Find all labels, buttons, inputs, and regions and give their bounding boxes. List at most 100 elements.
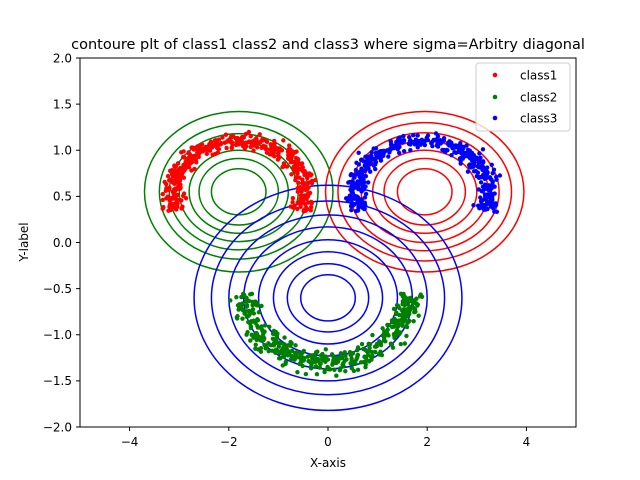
scatter-point	[341, 364, 346, 369]
scatter-point	[408, 140, 413, 146]
scatter-point	[404, 333, 409, 339]
scatter-point	[183, 195, 189, 201]
scatter-point	[362, 195, 368, 200]
scatter-point	[355, 184, 361, 190]
scatter-point	[295, 200, 300, 206]
scatter-point	[473, 168, 479, 174]
scatter-point	[350, 195, 355, 200]
scatter-point	[359, 166, 364, 171]
scatter-point	[295, 206, 300, 212]
scatter-point	[334, 373, 339, 378]
scatter-point	[492, 184, 497, 189]
scatter-point	[228, 298, 233, 303]
scatter-point	[262, 323, 268, 328]
scatter-point	[378, 342, 384, 348]
scatter-point	[385, 327, 390, 333]
scatter-point	[289, 172, 294, 177]
scatter-point	[398, 291, 404, 296]
scatter-point	[256, 310, 262, 315]
scatter-point	[275, 157, 281, 162]
y-axis-label: Y-label	[17, 222, 31, 262]
scatter-point	[174, 204, 180, 210]
contour-line	[337, 121, 513, 262]
scatter-point	[450, 144, 455, 150]
scatter-point	[361, 359, 367, 365]
scatter-point	[290, 200, 295, 205]
scatter-point	[361, 187, 367, 192]
scatter-point	[477, 151, 482, 156]
scatter-point	[246, 313, 251, 319]
scatter-point	[176, 175, 181, 181]
legend-label-class3: class3	[520, 112, 557, 126]
scatter-point	[483, 173, 488, 178]
scatter-point	[212, 138, 218, 143]
scatter-point	[407, 304, 412, 309]
scatter-point	[393, 311, 399, 317]
scatter-point	[478, 180, 484, 185]
scatter-point	[208, 139, 214, 144]
scatter-point	[459, 151, 464, 156]
scatter-point	[354, 194, 359, 200]
scatter-point	[468, 165, 474, 170]
scatter-point	[362, 354, 367, 359]
legend-label-class2: class2	[520, 91, 557, 105]
y-tick-label: −2.0	[43, 420, 72, 434]
scatter-point	[294, 349, 300, 355]
scatter-point	[300, 177, 305, 182]
scatter-point	[493, 174, 499, 180]
scatter-point	[386, 323, 392, 328]
scatter-point	[489, 162, 494, 168]
scatter-point	[276, 149, 281, 155]
chart-title: contoure plt of class1 class2 and class3…	[71, 37, 585, 53]
scatter-point	[394, 327, 400, 333]
scatter-point	[178, 165, 183, 171]
scatter-point	[401, 307, 407, 312]
scatter-point	[298, 193, 304, 198]
scatter-point	[317, 361, 323, 366]
scatter-point	[359, 341, 365, 347]
scatter-point	[363, 173, 369, 179]
scatter-point	[295, 369, 300, 375]
scatter-point	[250, 302, 255, 308]
scatter-point	[288, 339, 293, 345]
scatter-point	[254, 139, 260, 144]
scatter-point	[411, 318, 416, 324]
scatter-point	[370, 353, 375, 358]
y-tick-label: 1.5	[53, 97, 72, 111]
scatter-point	[176, 184, 181, 189]
scatter-point	[301, 199, 306, 205]
contour-line	[257, 238, 399, 357]
x-tick-label: 2	[423, 435, 431, 449]
scatter-point	[325, 357, 331, 362]
scatter-point	[408, 298, 414, 304]
scatter-point	[444, 147, 449, 153]
scatter-point	[297, 361, 302, 367]
scatter-point	[246, 139, 251, 145]
scatter-point	[317, 365, 323, 370]
scatter-point	[356, 162, 362, 167]
scatter-point	[366, 180, 371, 185]
contour-line	[188, 149, 290, 235]
scatter-point	[268, 343, 274, 348]
scatter-point	[349, 207, 354, 213]
scatter-point	[395, 147, 400, 152]
scatter-point	[266, 348, 271, 354]
scatter-point	[447, 139, 452, 144]
x-axis-label: X-axis	[310, 456, 346, 470]
scatter-point	[483, 195, 488, 201]
scatter-point	[492, 191, 497, 196]
scatter-point	[323, 347, 328, 352]
scatter-point	[355, 179, 360, 184]
scatter-point	[416, 140, 422, 145]
scatter-point	[371, 146, 376, 151]
contour-line	[286, 262, 370, 333]
scatter-point	[363, 365, 368, 370]
scatter-point	[298, 204, 303, 209]
scatter-point	[306, 180, 311, 186]
scatter-point	[248, 292, 253, 297]
scatter-point	[246, 308, 252, 314]
scatter-point	[361, 206, 367, 212]
scatter-point	[259, 303, 264, 309]
y-tick-label: −0.5	[43, 282, 72, 296]
scatter-point	[192, 166, 197, 172]
